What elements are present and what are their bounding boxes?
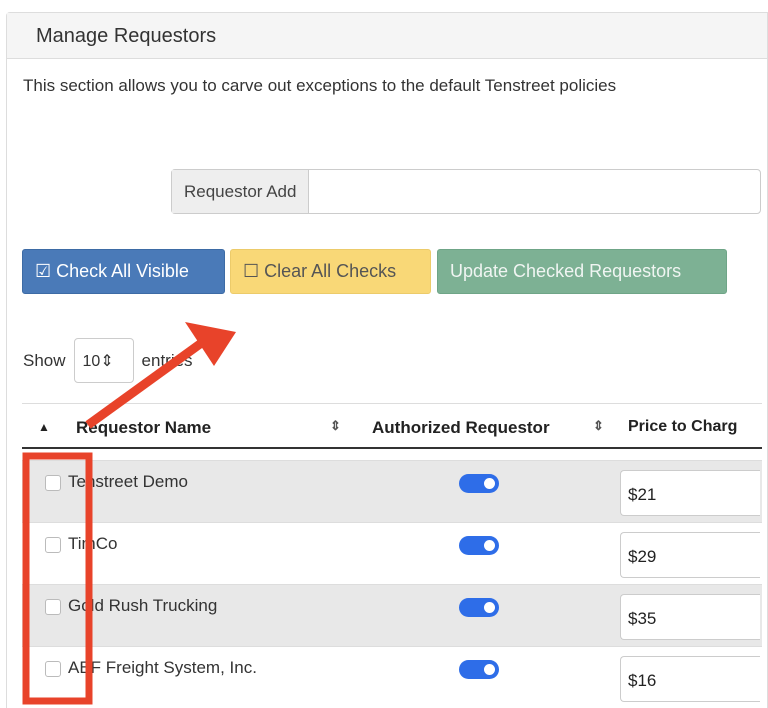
header-price[interactable]: Price to Charg [628,418,738,435]
price-input[interactable]: $21 [620,470,760,516]
table-row: Gold Rush Trucking $35 [22,584,762,646]
price-input[interactable]: $16 [620,656,760,702]
price-input[interactable]: $35 [620,594,760,640]
annotation-arrow [85,340,203,429]
row-checkbox[interactable] [45,599,61,615]
header-requestor-name[interactable]: Requestor Name [76,418,212,437]
requestor-name: ABF Freight System, Inc. [68,658,257,677]
table-row: TimCo $29 [22,522,762,584]
table-header: ▲ Requestor Name ⇕ Authorized Requestor … [22,403,762,449]
sort-icon[interactable]: ⇕ [330,418,341,433]
price-input[interactable]: $29 [620,532,760,578]
requestor-name: TimCo [68,534,118,553]
panel-title: Manage Requestors [7,13,767,59]
requestor-add-label: Requestor Add [172,170,310,213]
authorized-toggle[interactable] [459,536,499,555]
sort-asc-icon[interactable]: ▲ [38,420,50,434]
table-row: Tenstreet Demo $21 [22,460,762,522]
sort-icon[interactable]: ⇕ [593,418,604,433]
panel-description: This section allows you to carve out exc… [23,76,617,95]
header-authorized-requestor[interactable]: Authorized Requestor [372,418,550,437]
entries-select-value: 10 [82,353,101,370]
update-checked-requestors-button[interactable]: Update Checked Requestors [437,249,727,294]
authorized-toggle[interactable] [459,598,499,617]
show-label: Show [23,350,66,370]
table-row: ABF Freight System, Inc. $16 [22,646,762,708]
entries-select[interactable]: 10⇕ [73,338,134,383]
requestor-name: Gold Rush Trucking [68,596,218,615]
highlight-rectangle [22,452,93,705]
requestor-add-group: Requestor Add [171,169,761,214]
requestor-name: Tenstreet Demo [68,472,188,491]
check-all-visible-button[interactable]: ☑ Check All Visible [22,249,225,294]
arrow-head-icon [185,322,236,366]
authorized-toggle[interactable] [459,474,499,493]
row-checkbox[interactable] [45,537,61,553]
row-checkbox[interactable] [45,661,61,677]
clear-all-checks-button[interactable]: ☐ Clear All Checks [230,249,431,294]
manage-requestors-panel: Manage Requestors [6,12,768,708]
authorized-toggle[interactable] [459,660,499,679]
row-checkbox[interactable] [45,475,61,491]
